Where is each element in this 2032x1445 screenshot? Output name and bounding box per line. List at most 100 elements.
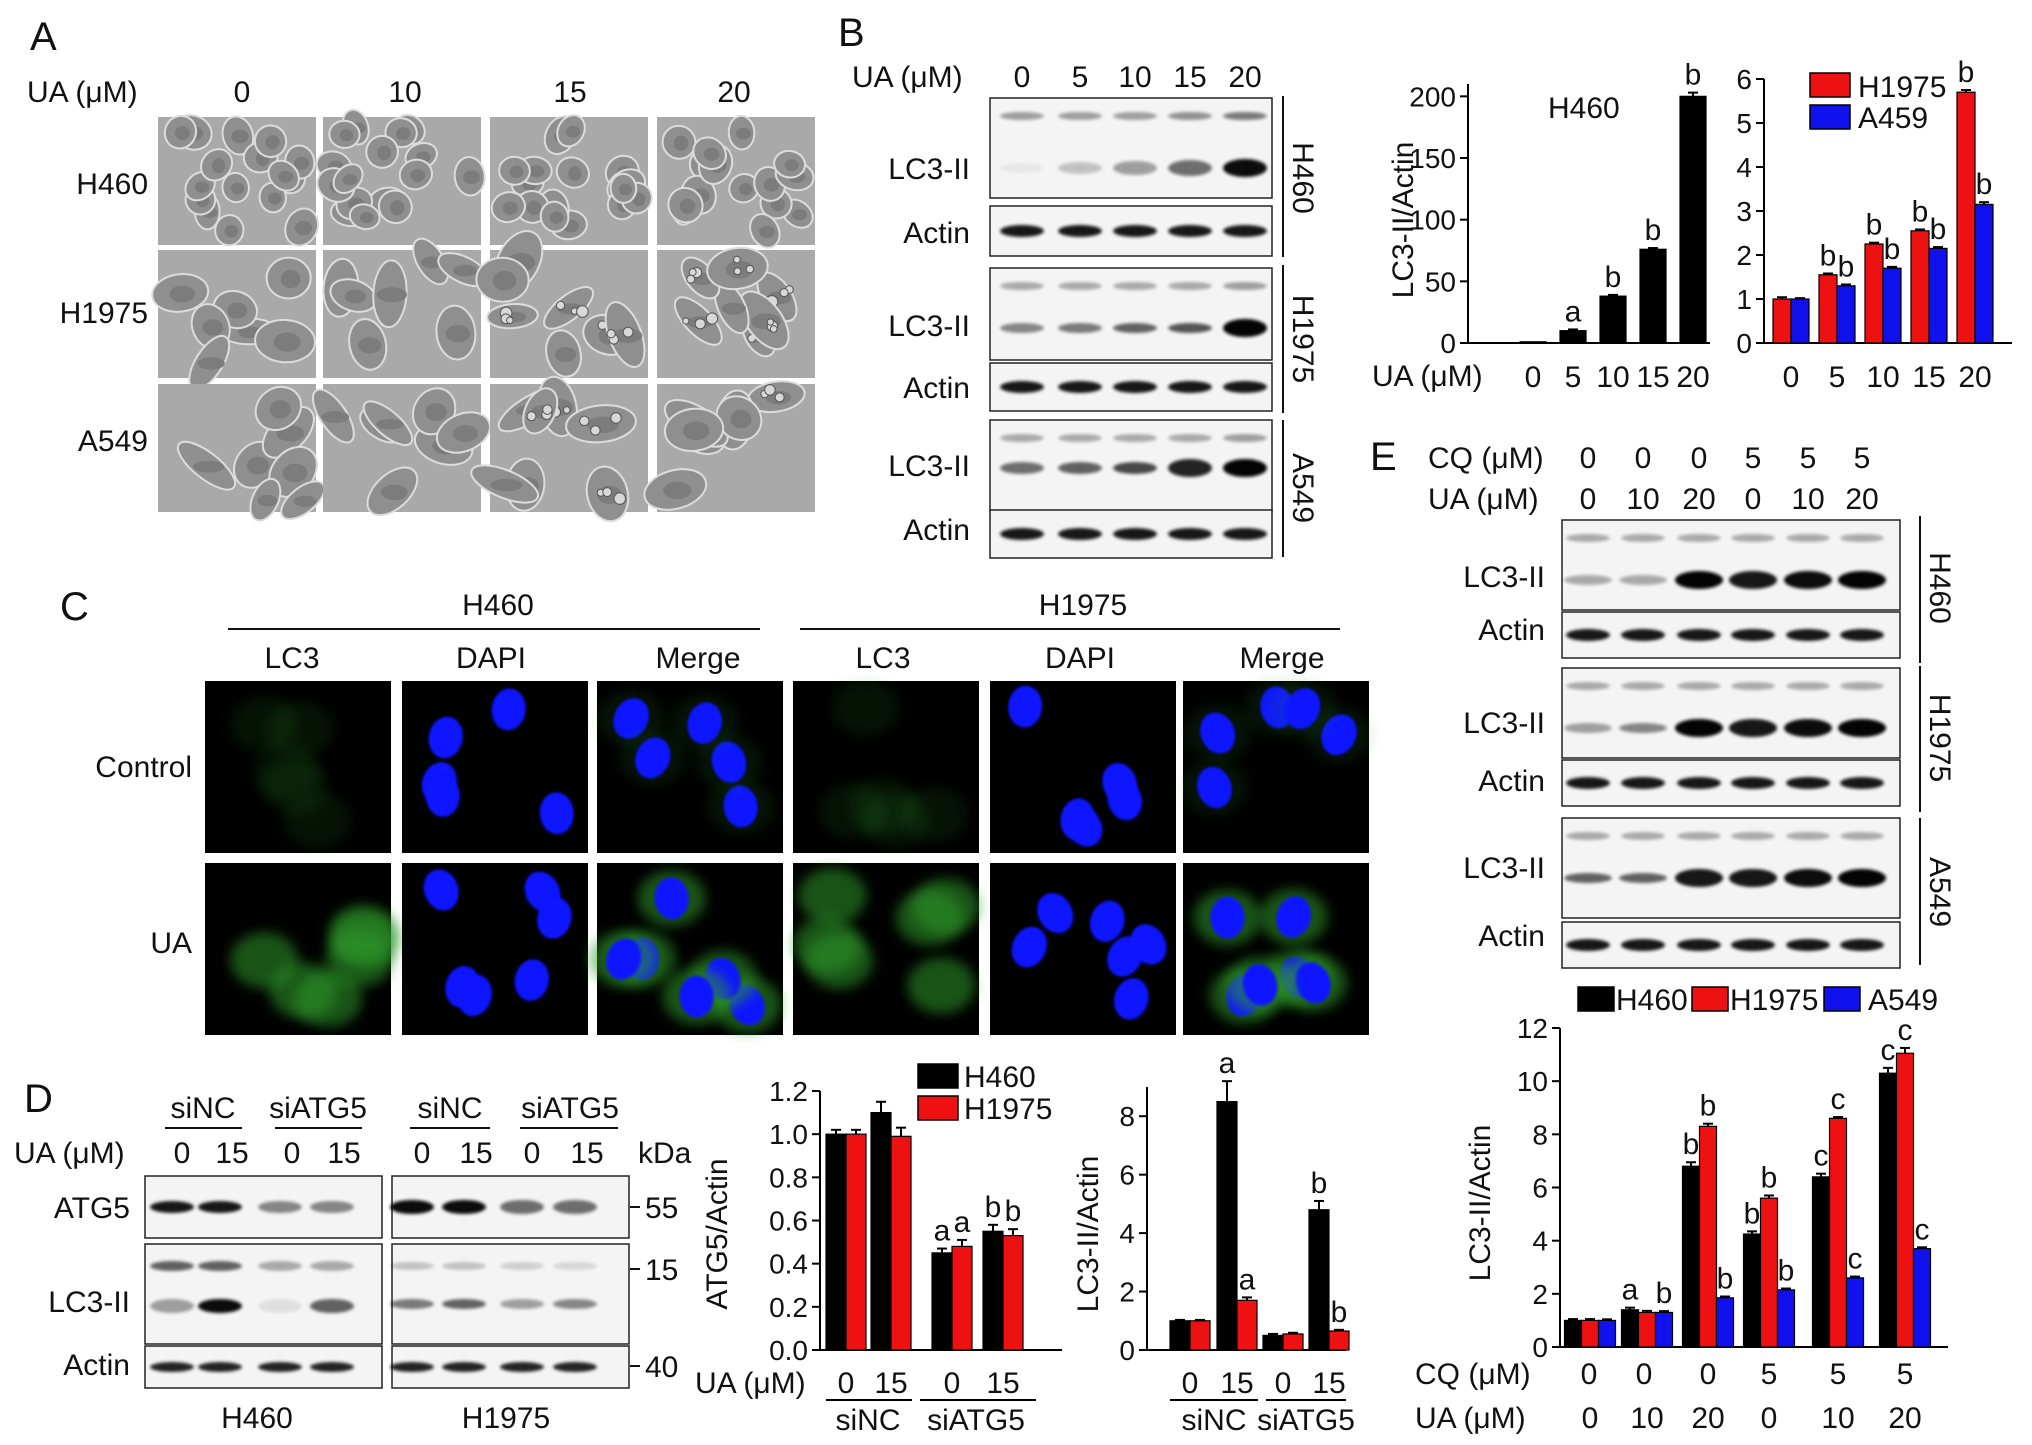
- panel-label-c: C: [60, 585, 89, 629]
- panel-a-micrograph-grid: [151, 108, 815, 523]
- blot-band: [1731, 832, 1775, 840]
- blot-band: [1168, 323, 1212, 333]
- blot-band: [1113, 282, 1157, 290]
- nucleus: [1008, 685, 1043, 728]
- bar: [1620, 1309, 1640, 1348]
- blot-band: [1058, 323, 1102, 333]
- blot-band: [442, 1299, 486, 1309]
- bar: [1928, 247, 1948, 344]
- panel-d-sirna-label: siNC: [171, 1092, 236, 1125]
- bar: [1895, 1052, 1915, 1348]
- chart-e-cq-axis-label: CQ (μM): [1415, 1358, 1531, 1391]
- cell-nucleus: [549, 211, 564, 224]
- legend-label-a549: A549: [1868, 984, 1938, 1017]
- panel-b-dose-label: 20: [1228, 61, 1261, 94]
- band-label-lc3: LC3-II: [1463, 852, 1545, 885]
- x-tick-label: 0: [1582, 1402, 1599, 1435]
- band-label-actin: Actin: [903, 372, 970, 405]
- dapi-channel-image: [990, 863, 1176, 1035]
- y-tick-label: 50: [1425, 266, 1456, 297]
- x-tick-label: 0: [1761, 1402, 1778, 1435]
- y-tick-label: 0: [1736, 328, 1752, 359]
- blot-strip: [1561, 667, 1901, 759]
- panel-e-ua-label: 20: [1682, 483, 1715, 516]
- bar: [1580, 1319, 1600, 1348]
- cell-nucleus: [231, 182, 245, 195]
- y-tick-label: 150: [1409, 143, 1456, 174]
- nucleus: [491, 688, 526, 731]
- cell-nucleus: [721, 302, 747, 315]
- blot-band: [1840, 629, 1884, 641]
- blot-strip: [1561, 921, 1901, 969]
- blot-band: [1675, 571, 1723, 589]
- cell-nucleus: [739, 182, 753, 196]
- bar: [1912, 1248, 1932, 1348]
- bar: [1759, 1197, 1779, 1348]
- blot-band: [1223, 225, 1267, 237]
- chart-e-cq-label: 0: [1636, 1358, 1653, 1391]
- blot-strip: [1561, 611, 1901, 659]
- panel-d-sirna-label: siNC: [418, 1092, 483, 1125]
- cell-nucleus: [527, 200, 542, 216]
- bar: [1878, 1072, 1898, 1348]
- x-tick-label: 15: [986, 1367, 1019, 1400]
- blot-band: [198, 1261, 242, 1271]
- legend-label-a459: A459: [1858, 102, 1928, 135]
- legend-swatch-h460: [1577, 986, 1615, 1012]
- bar: [1772, 298, 1792, 344]
- blot-band: [1223, 112, 1267, 120]
- significance-label: c: [1848, 1243, 1863, 1276]
- chart-e-cq-label: 0: [1581, 1358, 1598, 1391]
- legend-swatch-h1975: [1809, 72, 1851, 98]
- bar: [931, 1252, 953, 1351]
- cell-nucleus: [453, 264, 478, 277]
- cell-nucleus: [273, 332, 301, 352]
- blot-band: [1000, 163, 1044, 173]
- blot-band: [1058, 282, 1102, 290]
- significance-label: b: [1685, 59, 1702, 92]
- panel-d-band-label: ATG5: [54, 1192, 130, 1225]
- chart-e-y-axis-title: LC3-II/Actin: [1464, 1125, 1497, 1282]
- vacuole: [610, 412, 622, 424]
- blot-band: [1840, 939, 1884, 951]
- blot-band: [1619, 723, 1667, 733]
- blot-band: [1113, 112, 1157, 120]
- bar: [1216, 1101, 1238, 1351]
- x-tick-label: 10: [1596, 361, 1629, 394]
- blot-strip: [989, 267, 1273, 361]
- significance-label: b: [1761, 1161, 1778, 1194]
- blot-band: [1786, 832, 1830, 840]
- blot-band: [1058, 528, 1102, 540]
- panel-e-cq-label: 5: [1800, 442, 1817, 475]
- lc3-signal: [805, 932, 874, 989]
- y-tick-label: 2: [1119, 1277, 1135, 1308]
- blot-band: [1840, 534, 1884, 542]
- blot-band: [1677, 777, 1721, 789]
- legend-label-h1975: H1975: [964, 1093, 1052, 1126]
- blot-band: [1566, 777, 1610, 789]
- micrograph: [657, 114, 815, 249]
- significance-label: b: [1884, 233, 1901, 266]
- vacuole: [764, 384, 776, 396]
- significance-label: b: [1717, 1262, 1734, 1295]
- blot-band: [310, 1299, 354, 1313]
- significance-label: b: [1838, 250, 1855, 283]
- panel-d-band-label: Actin: [63, 1349, 130, 1382]
- panel-b-western-blots: [989, 97, 1273, 559]
- vacuole: [779, 288, 789, 298]
- blot-band: [1566, 629, 1610, 641]
- blot-band: [1168, 381, 1212, 393]
- panel-a-cell-line-label: A549: [78, 425, 148, 458]
- bar: [1519, 341, 1547, 344]
- blot-band: [1838, 719, 1886, 737]
- micrograph: [158, 384, 326, 522]
- blot-band: [1113, 323, 1157, 333]
- panel-label-d: D: [24, 1077, 53, 1121]
- micrograph: [312, 384, 491, 517]
- x-tick-label: 5: [1829, 361, 1846, 394]
- blot-strip: [1561, 759, 1901, 807]
- blot-band: [1564, 873, 1612, 883]
- panel-d-dose-axis-label: UA (μM): [14, 1137, 125, 1170]
- micrograph: [475, 230, 648, 378]
- blot-band: [1566, 939, 1610, 951]
